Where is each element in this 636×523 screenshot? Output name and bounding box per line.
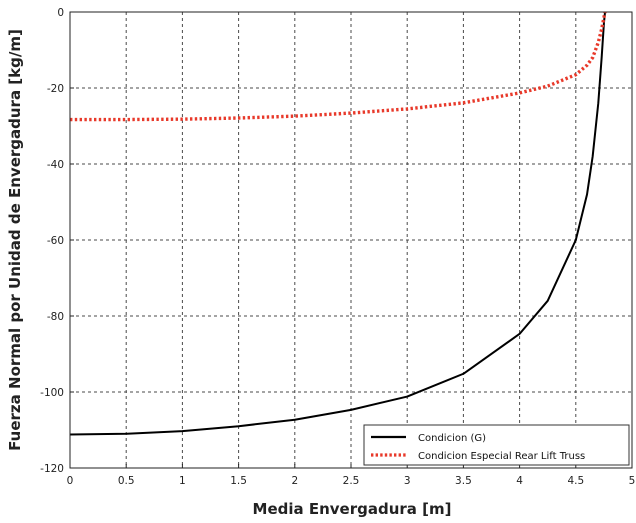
x-tick-label: 0 (67, 475, 74, 487)
x-tick-label: 4.5 (567, 475, 584, 487)
legend-box (363, 424, 630, 466)
x-tick-label: 3.5 (455, 475, 472, 487)
x-tick-label: 5 (629, 475, 636, 487)
legend: Condicion (G) Condicion Especial Rear Li… (363, 424, 630, 466)
x-tick-label: 1 (179, 475, 186, 487)
y-tick-labels: 0 -20 -40 -60 -80 -100 -120 (40, 7, 64, 475)
y-axis-title: Fuerza Normal por Unidad de Envergadura … (6, 29, 24, 451)
series-line-rear-lift-truss (70, 11, 607, 122)
x-axis-title: Media Envergadura [m] (253, 500, 452, 518)
axis-ticks (69, 11, 633, 469)
x-tick-label: 1.5 (230, 475, 247, 487)
x-tick-label: 2 (291, 475, 298, 487)
series-lines (69, 11, 607, 436)
legend-label-condicion-g: Condicion (G) (418, 433, 486, 444)
x-tick-label: 4 (516, 475, 523, 487)
y-tick-label: -40 (47, 159, 64, 171)
y-tick-label: -120 (40, 463, 64, 475)
y-tick-label: 0 (57, 7, 64, 19)
y-tick-label: -20 (47, 83, 64, 95)
x-tick-labels: 0 0.5 1 1.5 2 2.5 3 3.5 4 4.5 5 (67, 475, 636, 487)
y-tick-label: -80 (47, 311, 64, 323)
series-line-condicion-g (69, 11, 607, 436)
legend-label-rear-lift-truss: Condicion Especial Rear Lift Truss (418, 451, 585, 462)
y-tick-label: -60 (47, 235, 64, 247)
x-tick-label: 2.5 (343, 475, 360, 487)
x-tick-label: 3 (404, 475, 411, 487)
x-tick-label: 0.5 (118, 475, 135, 487)
y-tick-label: -100 (40, 387, 64, 399)
